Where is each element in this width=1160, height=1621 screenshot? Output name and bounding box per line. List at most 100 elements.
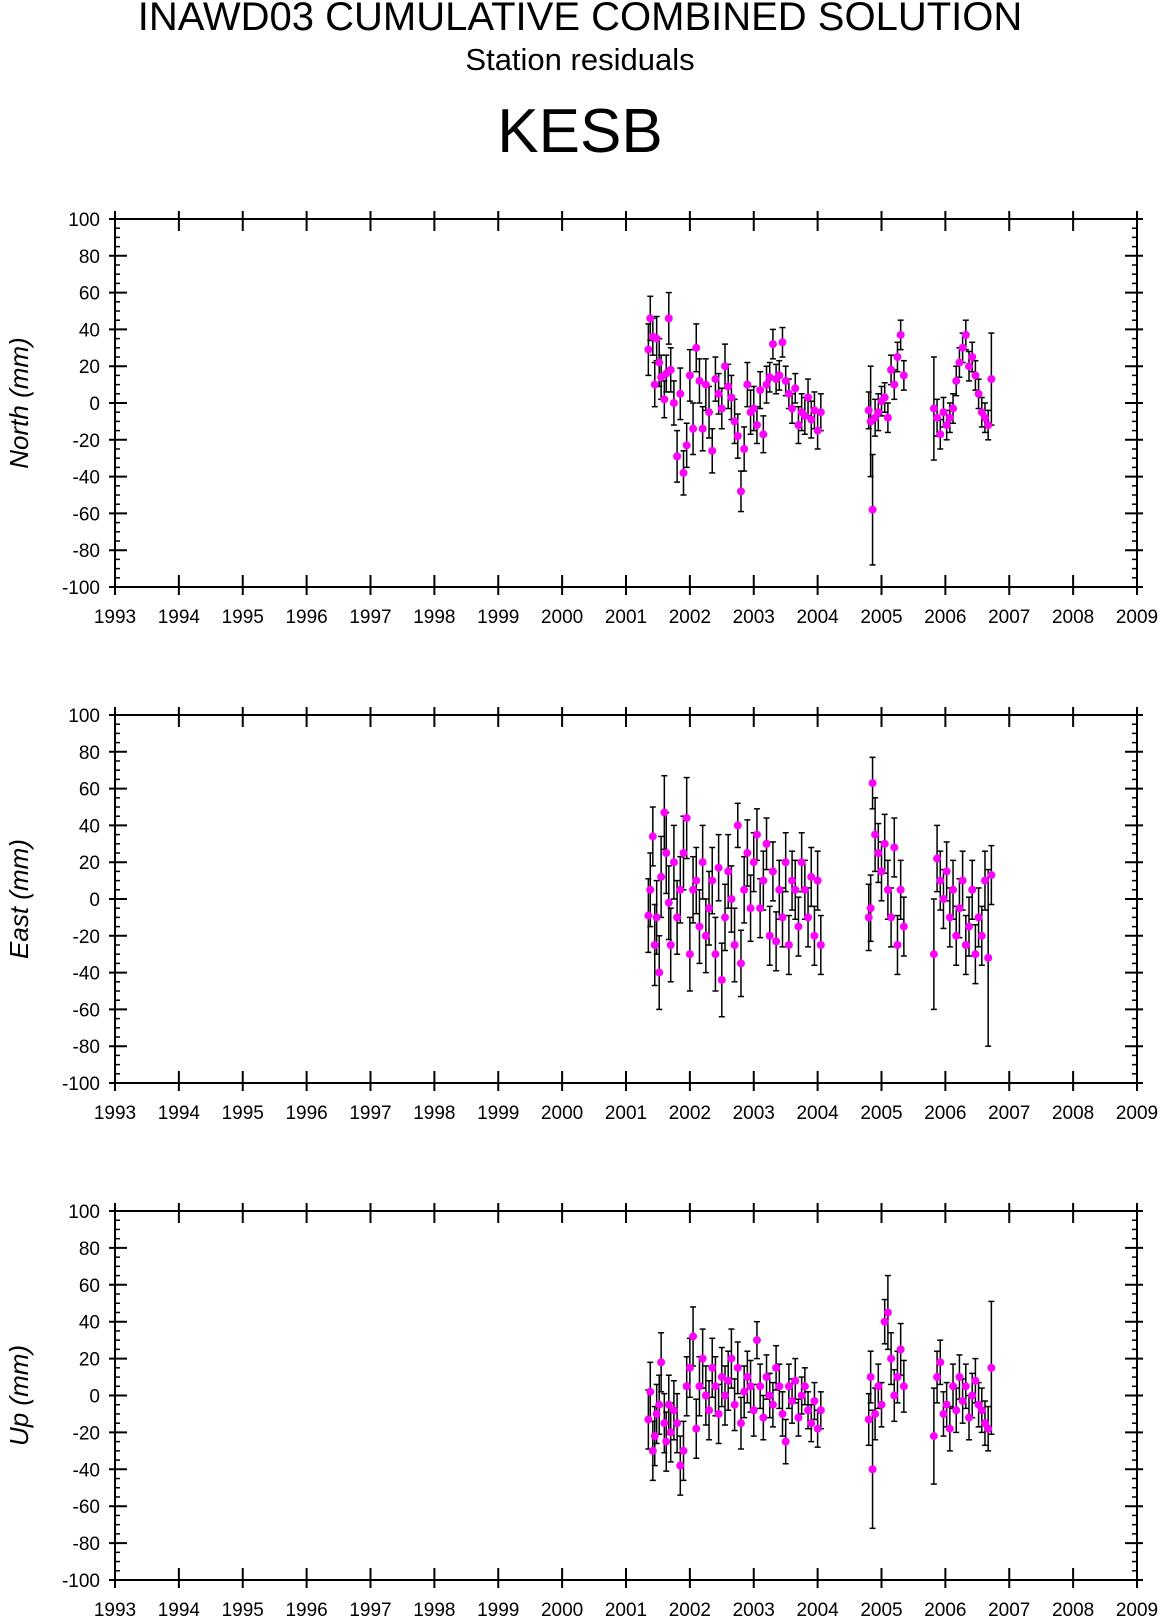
x-tick-label: 2005 — [860, 1103, 902, 1124]
data-point — [730, 1400, 739, 1409]
x-tick-label: 2006 — [924, 1600, 966, 1621]
data-point — [759, 430, 768, 439]
data-point — [896, 1345, 905, 1354]
data-point — [679, 1446, 688, 1455]
data-point — [692, 876, 701, 885]
data-point — [887, 1354, 896, 1363]
data-point — [652, 1409, 661, 1418]
data-point — [650, 1432, 659, 1441]
data-point — [933, 1373, 942, 1382]
data-point — [958, 1397, 967, 1406]
data-point — [791, 885, 800, 894]
data-point — [807, 872, 816, 881]
x-tick-label: 2004 — [796, 1103, 839, 1124]
x-tick-label: 2004 — [796, 607, 839, 628]
data-point — [666, 1428, 675, 1437]
y-tick-label: -60 — [73, 1000, 100, 1021]
x-tick-label: 1994 — [158, 1600, 201, 1621]
data-point — [746, 904, 755, 913]
data-point — [942, 421, 951, 430]
data-point — [883, 413, 892, 422]
data-point — [655, 1400, 664, 1409]
x-tick-label: 1998 — [413, 607, 455, 628]
data-point — [813, 1424, 822, 1433]
y-axis-label: Up (mm) — [4, 1345, 34, 1446]
x-tick-label: 2008 — [1052, 607, 1094, 628]
data-point — [971, 950, 980, 959]
data-point — [698, 424, 707, 433]
data-point — [874, 408, 883, 417]
data-point — [660, 808, 669, 817]
data-point — [730, 417, 739, 426]
data-point — [797, 1391, 806, 1400]
x-tick-label: 2003 — [733, 1103, 775, 1124]
data-point — [807, 415, 816, 424]
data-point — [648, 1446, 657, 1455]
data-point — [765, 373, 774, 382]
y-tick-label: -100 — [62, 1571, 100, 1592]
data-point — [759, 1413, 768, 1422]
data-point — [662, 1437, 671, 1446]
y-tick-label: 80 — [79, 1239, 100, 1260]
data-point — [646, 1387, 655, 1396]
x-tick-label: 1996 — [285, 607, 327, 628]
data-point — [657, 1358, 666, 1367]
x-tick-label: 2007 — [988, 1600, 1030, 1621]
x-tick-label: 1993 — [94, 1600, 136, 1621]
data-point — [736, 1419, 745, 1428]
data-point — [765, 931, 774, 940]
x-tick-label: 2008 — [1052, 1600, 1094, 1621]
data-point — [655, 358, 664, 367]
data-point — [660, 395, 669, 404]
main-title: INAWD03 CUMULATIVE COMBINED SOLUTION — [137, 0, 1023, 39]
data-point — [689, 885, 698, 894]
data-point — [762, 1373, 771, 1382]
data-point — [652, 334, 661, 343]
x-tick-label: 1995 — [222, 1103, 264, 1124]
data-point — [788, 876, 797, 885]
data-point — [980, 876, 989, 885]
data-point — [652, 913, 661, 922]
data-point — [880, 1317, 889, 1326]
data-point — [664, 898, 673, 907]
x-tick-label: 2009 — [1116, 1103, 1158, 1124]
data-point — [666, 365, 675, 374]
data-point — [775, 371, 784, 380]
data-point — [727, 393, 736, 402]
data-point — [784, 389, 793, 398]
data-point — [880, 393, 889, 402]
data-point — [949, 404, 958, 413]
data-point — [804, 913, 813, 922]
data-point — [868, 779, 877, 788]
y-tick-label: 60 — [79, 780, 100, 801]
data-point — [752, 421, 761, 430]
data-point — [727, 895, 736, 903]
data-point — [743, 849, 752, 857]
data-point — [778, 338, 787, 347]
y-tick-label: -60 — [73, 504, 100, 525]
data-point — [727, 1354, 736, 1363]
chart-panel-3: -100 -80 -60 -40 -20 0 20 40 60 80 100 1993 1994 1995… — [4, 1202, 1158, 1621]
y-tick-label: 0 — [89, 394, 100, 415]
y-tick-label: 80 — [79, 743, 100, 764]
data-point — [804, 1406, 813, 1415]
data-point — [711, 950, 720, 959]
data-point — [721, 1391, 730, 1400]
data-point — [965, 922, 974, 931]
data-point — [740, 1387, 749, 1396]
data-point — [775, 885, 784, 894]
data-point — [984, 421, 993, 430]
y-tick-label: 100 — [68, 210, 100, 231]
x-tick-label: 1996 — [285, 1600, 327, 1621]
y-tick-label: 40 — [79, 320, 100, 341]
data-point — [781, 1437, 790, 1446]
data-point — [717, 404, 726, 413]
x-tick-label: 1999 — [477, 1600, 519, 1621]
y-tick-label: -40 — [73, 468, 100, 489]
x-tick-label: 2007 — [988, 607, 1030, 628]
data-point — [893, 941, 902, 949]
data-point — [784, 941, 793, 949]
data-point — [701, 931, 710, 940]
data-point — [689, 424, 698, 433]
y-tick-label: -80 — [73, 541, 100, 562]
